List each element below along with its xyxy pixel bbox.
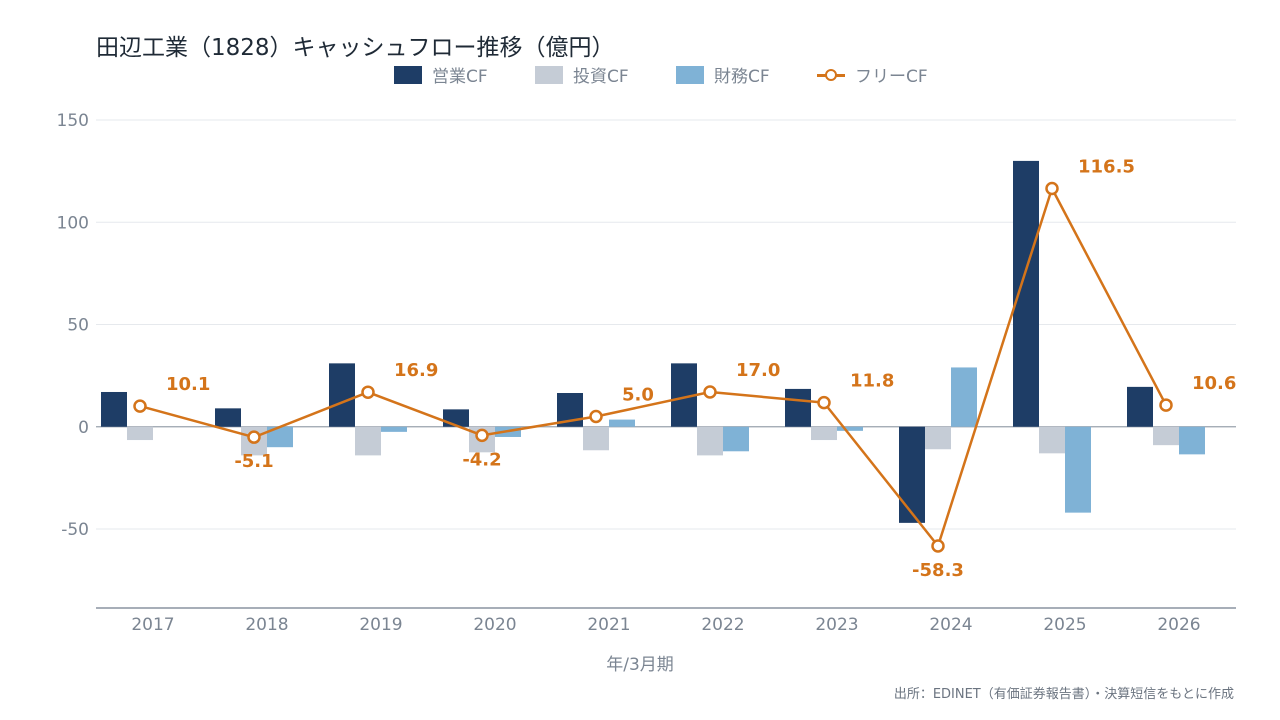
legend-swatch-investing xyxy=(535,65,563,84)
chart-title: 田辺工業（1828）キャッシュフロー推移（億円） xyxy=(96,35,615,61)
legend: 営業CF 投資CF 財務CF フリーCF xyxy=(0,62,1280,88)
x-tick-label: 2023 xyxy=(815,615,858,635)
x-axis-title: 年/3月期 xyxy=(606,655,674,675)
legend-item-investing: 投資CF xyxy=(535,62,629,87)
free-cf-data-label: 116.5 xyxy=(1078,157,1135,178)
legend-label-operating: 営業CF xyxy=(432,67,488,87)
y-tick-label: 150 xyxy=(57,111,89,131)
free-cf-data-label: 16.9 xyxy=(394,360,438,381)
bar-investing-cf xyxy=(355,426,381,456)
bar-operating-cf xyxy=(785,388,811,427)
y-tick-label: -50 xyxy=(61,520,89,540)
y-tick-label: 0 xyxy=(78,418,89,438)
legend-swatch-financing xyxy=(676,65,704,84)
bar-operating-cf xyxy=(443,409,469,427)
bar-investing-cf xyxy=(925,426,951,450)
free-cf-point xyxy=(931,539,945,553)
free-cf-data-label: -5.1 xyxy=(234,451,273,472)
bar-operating-cf xyxy=(215,408,241,427)
bar-investing-cf xyxy=(697,426,723,456)
bar-investing-cf xyxy=(127,426,153,441)
bar-financing-cf xyxy=(837,426,863,431)
bar-financing-cf xyxy=(951,367,977,427)
legend-item-financing: 財務CF xyxy=(676,62,770,87)
bar-investing-cf xyxy=(583,426,609,451)
bar-operating-cf xyxy=(1013,160,1039,427)
x-tick-label: 2021 xyxy=(587,615,630,635)
free-cf-data-label: 10.1 xyxy=(166,374,210,395)
x-tick-label: 2025 xyxy=(1043,615,1086,635)
y-tick-label: 100 xyxy=(57,213,89,233)
y-tick-label: 50 xyxy=(67,316,89,336)
free-cf-point xyxy=(1159,398,1173,412)
x-tick-label: 2026 xyxy=(1157,615,1200,635)
free-cf-point xyxy=(247,430,261,444)
legend-marker-free xyxy=(817,66,845,84)
free-cf-data-label: 17.0 xyxy=(736,360,780,381)
bar-financing-cf xyxy=(1065,426,1091,513)
legend-label-free: フリーCF xyxy=(855,67,928,87)
free-cf-point xyxy=(703,385,717,399)
bar-operating-cf xyxy=(329,363,355,427)
bar-operating-cf xyxy=(1127,386,1153,427)
free-cf-point xyxy=(589,409,603,424)
bar-operating-cf xyxy=(899,426,925,523)
free-cf-point xyxy=(475,428,489,443)
legend-item-operating: 営業CF xyxy=(394,62,488,87)
bar-financing-cf xyxy=(1179,426,1205,455)
bar-financing-cf xyxy=(723,426,749,452)
legend-label-financing: 財務CF xyxy=(714,67,770,87)
free-cf-data-label: -4.2 xyxy=(462,449,501,470)
free-cf-point xyxy=(361,385,375,399)
free-cf-data-label: 10.6 xyxy=(1192,373,1236,394)
legend-item-free: フリーCF xyxy=(817,62,928,87)
source-note: 出所：EDINET（有価証券報告書）・決算短信をもとに作成 xyxy=(893,687,1234,702)
bar-financing-cf xyxy=(609,419,635,427)
free-cf-line xyxy=(139,187,1168,548)
x-tick-label: 2019 xyxy=(359,615,402,635)
bar-financing-cf xyxy=(267,426,293,448)
legend-swatch-operating xyxy=(394,65,422,84)
x-tick-label: 2024 xyxy=(929,615,972,635)
free-cf-data-label: -58.3 xyxy=(912,560,964,581)
free-cf-data-label: 5.0 xyxy=(622,385,654,406)
bar-operating-cf xyxy=(101,391,127,427)
bar-financing-cf xyxy=(381,426,407,432)
bar-investing-cf xyxy=(811,426,837,441)
free-cf-data-label: 11.8 xyxy=(850,371,894,392)
legend-label-investing: 投資CF xyxy=(573,67,629,87)
x-tick-label: 2020 xyxy=(473,615,516,635)
x-tick-label: 2017 xyxy=(131,615,174,635)
bar-investing-cf xyxy=(1153,426,1179,446)
x-tick-label: 2022 xyxy=(701,615,744,635)
x-tick-label: 2018 xyxy=(245,615,288,635)
free-cf-point xyxy=(817,395,831,410)
free-cf-point xyxy=(1045,181,1059,196)
free-cf-point xyxy=(133,399,147,413)
bar-investing-cf xyxy=(1039,426,1065,454)
